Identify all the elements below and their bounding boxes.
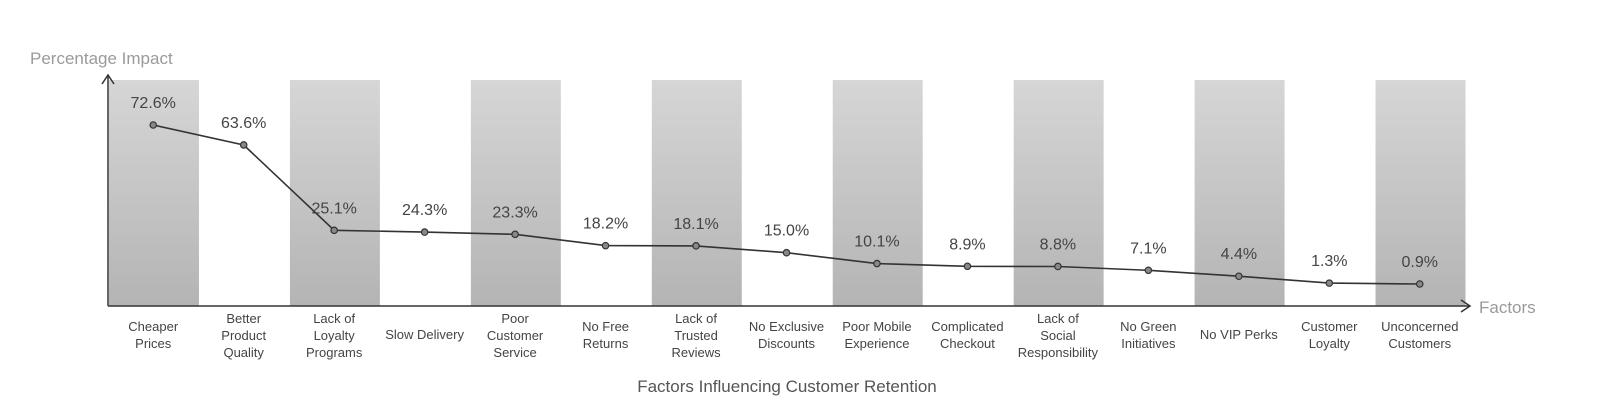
- y-axis-arrow: [101, 73, 115, 85]
- category-band: [1375, 80, 1466, 306]
- axes: [101, 73, 1472, 313]
- category-band: [289, 80, 380, 306]
- category-band: [470, 80, 561, 306]
- data-label: 24.3%: [402, 202, 447, 219]
- data-point: [330, 226, 338, 235]
- alternating-bands: [109, 80, 1466, 306]
- category-label: Poor Mobile Experience: [842, 319, 911, 351]
- x-axis-end-label: Factors: [1479, 298, 1536, 317]
- category-band: [651, 80, 742, 306]
- data-point: [1325, 279, 1334, 287]
- category-label: Slow Delivery: [385, 327, 464, 342]
- category-label: No VIP Perks: [1200, 327, 1278, 342]
- data-label: 72.6%: [131, 95, 176, 112]
- data-point: [1415, 280, 1424, 288]
- category-label: Lack of Social Responsibility: [1018, 311, 1099, 360]
- data-label: 25.1%: [311, 200, 356, 217]
- data-label: 4.4%: [1221, 246, 1257, 263]
- data-point: [511, 230, 519, 239]
- category-label: Customer Loyalty: [1301, 319, 1358, 351]
- x-axis-title: Factors Influencing Customer Retention: [637, 377, 937, 396]
- data-label: 7.1%: [1130, 240, 1166, 257]
- data-point: [1054, 262, 1062, 271]
- data-point: [420, 228, 429, 236]
- category-band: [109, 80, 199, 306]
- category-label: Lack of Trusted Reviews: [671, 311, 721, 360]
- data-label: 1.3%: [1311, 253, 1347, 270]
- category-band: [832, 80, 923, 306]
- data-point: [1144, 266, 1153, 275]
- data-label: 18.2%: [583, 216, 628, 233]
- data-labels: 72.6% 63.6% 25.1% 24.3% 23.3% 18.2% 18.1% 15.0%…: [131, 95, 1438, 271]
- data-label: 8.9%: [949, 236, 985, 253]
- category-label: Cheaper Prices: [128, 319, 179, 351]
- data-label: 0.9%: [1402, 254, 1438, 271]
- data-label: 63.6%: [221, 115, 266, 132]
- category-label: Complicated Checkout: [931, 319, 1003, 351]
- data-label: 8.8%: [1040, 236, 1076, 253]
- category-band: [1013, 80, 1104, 306]
- data-point: [239, 141, 248, 149]
- category-label: Better Product Quality: [221, 311, 266, 360]
- category-label: No Free Returns: [582, 319, 629, 351]
- data-point: [692, 242, 700, 250]
- data-point: [782, 248, 791, 257]
- category-label: Lack of Loyalty Programs: [306, 311, 363, 360]
- data-label: 10.1%: [854, 234, 899, 251]
- x-axis-arrow: [1460, 299, 1472, 313]
- data-label: 23.3%: [492, 204, 537, 221]
- category-label: Unconcerned Customers: [1381, 319, 1458, 351]
- data-point: [963, 262, 972, 271]
- data-point: [601, 241, 610, 250]
- category-label: No Green Initiatives: [1120, 319, 1176, 351]
- category-labels: Cheaper Prices Better Product Quality Lack of…: [128, 311, 1458, 360]
- data-point: [873, 259, 881, 268]
- data-points: [149, 121, 1424, 288]
- y-axis-title: Percentage Impact: [30, 49, 173, 68]
- data-point: [1235, 272, 1243, 281]
- data-label: 18.1%: [673, 216, 718, 233]
- category-label: No Exclusive Discounts: [749, 319, 824, 351]
- category-band: [1194, 80, 1285, 306]
- data-label: 15.0%: [764, 223, 809, 240]
- data-point: [149, 121, 158, 129]
- category-label: Poor Customer Service: [487, 311, 544, 360]
